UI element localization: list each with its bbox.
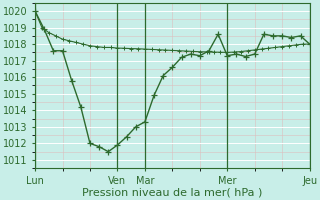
X-axis label: Pression niveau de la mer( hPa ): Pression niveau de la mer( hPa ) <box>82 187 262 197</box>
